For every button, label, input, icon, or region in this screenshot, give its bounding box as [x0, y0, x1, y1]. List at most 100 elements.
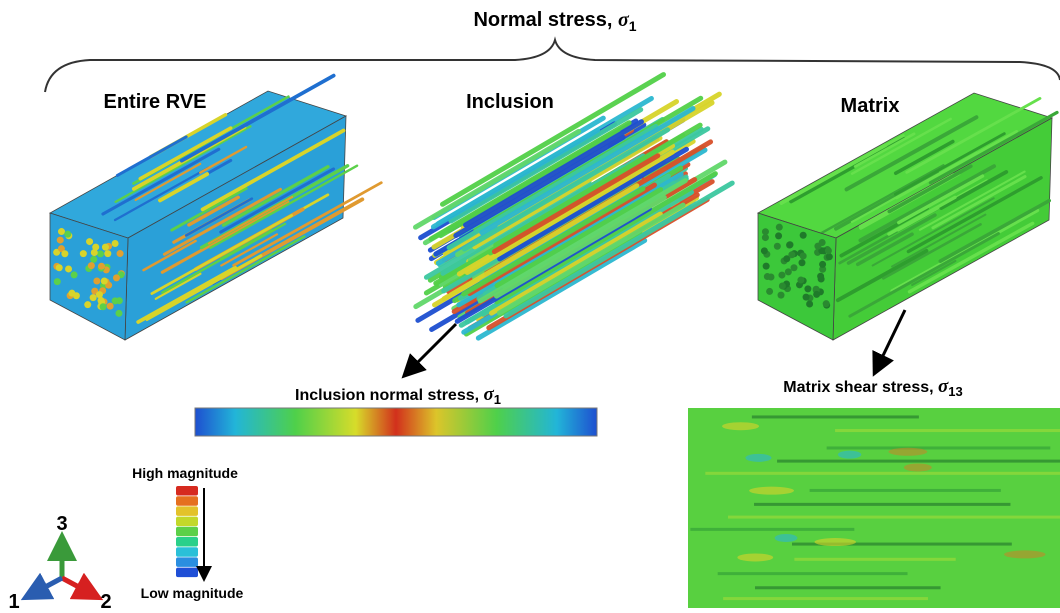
- fiber-end: [93, 277, 100, 284]
- fiber-end: [115, 310, 122, 317]
- fiber-end: [107, 303, 114, 310]
- rve-box: [758, 93, 1057, 340]
- legend-swatch: [176, 537, 198, 547]
- legend-swatch: [176, 568, 198, 578]
- fiber-end: [86, 238, 93, 245]
- fiber-end: [817, 273, 824, 280]
- fiber-end: [763, 263, 770, 270]
- legend-high: High magnitude: [132, 465, 238, 481]
- fiber-end: [786, 241, 793, 248]
- fiber-end: [803, 294, 810, 301]
- fiber-end: [58, 228, 65, 235]
- fiber-end: [798, 259, 805, 266]
- fiber-end: [767, 273, 774, 280]
- legend-swatch: [176, 496, 198, 506]
- fiber-end: [797, 277, 804, 284]
- streak: [752, 415, 919, 418]
- detail-label: Inclusion normal stress, σ1: [295, 384, 501, 407]
- streak: [754, 503, 1010, 506]
- streak: [827, 446, 1051, 449]
- axis-label: 2: [100, 591, 111, 613]
- fiber-end: [800, 252, 807, 259]
- streak: [690, 528, 854, 531]
- inclusion-rods: [416, 75, 733, 339]
- fiber-end: [814, 243, 821, 250]
- axis-2: [62, 578, 90, 593]
- hotspot: [838, 451, 861, 459]
- fiber-end: [113, 274, 120, 281]
- fiber-end: [774, 243, 781, 250]
- axis-label: 1: [8, 591, 19, 613]
- hotspot: [888, 448, 927, 456]
- legend-swatch: [176, 547, 198, 557]
- panel-label: Matrix: [841, 95, 900, 117]
- fiber-end: [776, 224, 783, 231]
- hotspot: [745, 454, 771, 462]
- legend-swatch: [176, 486, 198, 496]
- fiber-end: [68, 290, 75, 297]
- rve-box: [50, 76, 381, 340]
- hotspot: [737, 553, 773, 561]
- streak: [723, 597, 928, 600]
- fiber-end: [778, 292, 785, 299]
- fiber-end: [64, 231, 71, 238]
- fiber-end: [819, 261, 826, 268]
- legend-swatch: [176, 527, 198, 537]
- fiber-end: [766, 288, 773, 295]
- rve-renderings: [50, 75, 1057, 340]
- fiber-end: [96, 291, 103, 298]
- fiber-end: [84, 301, 91, 308]
- detail-label: Matrix shear stress, σ13: [783, 376, 962, 399]
- axis-1: [34, 578, 62, 593]
- streak: [705, 472, 1060, 475]
- fiber-end: [804, 285, 811, 292]
- legend-swatch: [176, 517, 198, 527]
- fiber-end: [97, 250, 104, 257]
- fiber-end: [54, 278, 61, 285]
- fiber-end: [813, 291, 820, 298]
- fiber-end: [90, 294, 97, 301]
- streak: [718, 572, 908, 575]
- fiber-end: [100, 303, 107, 310]
- fiber-end: [90, 256, 97, 263]
- streak: [810, 489, 1001, 492]
- streak: [777, 460, 1060, 463]
- fiber-end: [826, 253, 833, 260]
- axis-label: 3: [56, 513, 67, 535]
- fiber-end: [117, 250, 124, 257]
- fiber-end: [101, 278, 108, 285]
- fiber-end: [825, 247, 832, 254]
- hotspot: [722, 422, 759, 430]
- fiber-end: [761, 247, 768, 254]
- inclusion-contour: [195, 408, 597, 436]
- fiber-end: [56, 264, 63, 271]
- hotspot: [1004, 550, 1046, 558]
- streak: [835, 429, 1060, 432]
- fiber-end: [112, 297, 119, 304]
- legend-low: Low magnitude: [141, 585, 244, 601]
- fiber-end: [823, 300, 830, 307]
- fiber-end: [778, 272, 785, 279]
- fiber-end: [775, 232, 782, 239]
- fiber-end: [806, 301, 813, 308]
- arrow: [878, 310, 905, 366]
- hotspot: [775, 534, 798, 542]
- fiber-end: [71, 271, 78, 278]
- panel-label: Inclusion: [466, 91, 554, 113]
- fiber-end: [791, 264, 798, 271]
- legend-swatch: [176, 506, 198, 516]
- fiber-end: [788, 251, 795, 258]
- fiber-end: [65, 265, 72, 272]
- hotspot: [904, 463, 932, 471]
- fiber-end: [785, 268, 792, 275]
- hotspot: [814, 538, 856, 546]
- streak: [794, 558, 955, 561]
- legend-bar: [176, 486, 198, 577]
- fiber-end: [762, 234, 769, 241]
- fiber-end: [91, 249, 98, 256]
- fiber-end: [88, 262, 95, 269]
- legend-swatch: [176, 557, 198, 567]
- streak: [728, 516, 1060, 519]
- fiber-end: [779, 282, 786, 289]
- hotspot: [749, 487, 794, 495]
